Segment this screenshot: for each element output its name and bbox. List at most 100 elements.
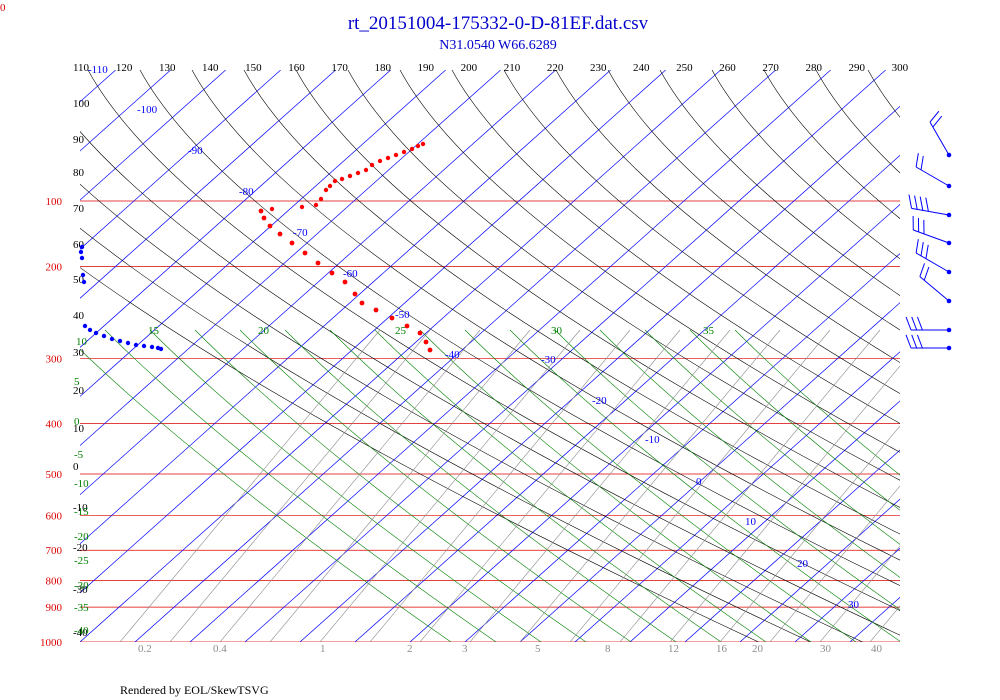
- temperature-point: [415, 143, 421, 149]
- left-tick-50: 50: [73, 274, 85, 286]
- left-tick-30: 30: [73, 347, 85, 359]
- pressure-label-100: 100: [46, 196, 63, 208]
- dewpoint-point: [141, 343, 147, 349]
- isotherm-line: [299, 105, 900, 642]
- left-tick--10: -10: [73, 502, 88, 514]
- moist-left-label-0: 0: [74, 416, 80, 428]
- wind-barb-feather: [916, 334, 923, 349]
- isotherm-label-20: 20: [797, 558, 809, 570]
- wind-barb-feather: [905, 334, 912, 349]
- dry-adiabat: [607, 70, 900, 331]
- left-tick-70: 70: [73, 203, 85, 215]
- dry-adiabat: [80, 183, 864, 642]
- isotherm-label--60: -60: [343, 268, 358, 280]
- dry-adiabat: [243, 70, 900, 535]
- dry-adiabat: [191, 70, 900, 561]
- mixing-label-8: 8: [605, 643, 611, 655]
- mixing-label-40: 40: [871, 643, 883, 655]
- dewpoint-point: [158, 346, 164, 352]
- dewpoint-point: [79, 244, 85, 250]
- mixing-ratio-line: [869, 605, 900, 642]
- isotherm-line: [80, 70, 446, 397]
- dewpoint-point: [149, 344, 155, 350]
- temperature-point: [302, 250, 308, 256]
- isotherm-line: [519, 302, 900, 642]
- isotherm-line: [0, 70, 6, 642]
- dry-adiabat: [920, 70, 1000, 652]
- top-tick-180: 180: [374, 62, 391, 74]
- temperature-point: [393, 152, 399, 158]
- wind-barb-feather: [911, 316, 918, 331]
- top-tick-250: 250: [676, 62, 693, 74]
- temperature-point: [404, 323, 410, 329]
- corner-label: 0: [0, 2, 6, 14]
- left-tick--20: -20: [73, 542, 88, 554]
- top-tick-190: 190: [418, 62, 435, 74]
- left-tick-10: 10: [73, 423, 85, 435]
- mixing-label-5: 5: [535, 643, 541, 655]
- isotherm-line: [80, 70, 721, 642]
- dry-adiabat: [87, 70, 900, 611]
- top-tick-240: 240: [633, 62, 650, 74]
- wind-barb-feather: [925, 197, 929, 212]
- wind-barb-feather: [914, 195, 918, 210]
- moist-adiabat: [194, 329, 587, 642]
- dewpoint-point: [82, 323, 88, 329]
- mixing-label-20: 20: [752, 643, 764, 655]
- wind-barb-feather: [915, 153, 919, 168]
- temperature-point: [373, 307, 379, 313]
- dry-adiabat: [399, 70, 900, 453]
- wind-barb-feather: [919, 196, 924, 211]
- mixing-ratio-line: [119, 329, 381, 642]
- top-tick-280: 280: [805, 62, 822, 74]
- pressure-label-600: 600: [46, 510, 63, 522]
- wind-barb-feather: [920, 241, 924, 256]
- moist-left-label--20: -20: [74, 531, 89, 543]
- top-tick-270: 270: [762, 62, 779, 74]
- mixing-ratio-line: [469, 329, 731, 642]
- isotherm-label--40: -40: [445, 349, 460, 361]
- isotherm-label--70: -70: [293, 227, 308, 239]
- isotherm-line: [189, 70, 831, 642]
- mixing-ratio-line: [569, 329, 831, 642]
- temperature-point: [420, 141, 426, 147]
- left-tick--40: -40: [73, 627, 88, 639]
- pressure-label-300: 300: [46, 353, 63, 365]
- wind-barb-staff: [915, 252, 950, 273]
- temperature-point: [342, 279, 348, 285]
- dry-adiabat: [763, 70, 900, 219]
- wind-barb-feather: [905, 316, 912, 331]
- top-tick-110: 110: [73, 62, 90, 74]
- sounding-traces: [78, 141, 433, 353]
- dewpoint-point: [125, 340, 131, 346]
- dewpoint-point: [87, 327, 93, 333]
- isotherm-line: [629, 400, 900, 642]
- mixing-ratio-line: [619, 329, 881, 642]
- moist-adiabat: [80, 349, 452, 642]
- isotherm-line: [574, 351, 900, 642]
- mixing-ratio-line: [369, 329, 631, 642]
- dry-adiabat: [80, 130, 900, 636]
- isotherm-label--90: -90: [188, 145, 203, 157]
- temperature-point: [359, 300, 365, 306]
- wind-barb-feather: [919, 263, 925, 277]
- moist-adiabat: [374, 329, 767, 642]
- moist-left-label--10: -10: [74, 478, 89, 490]
- chart-subtitle: N31.0540 W66.6289: [439, 38, 557, 53]
- mixing-ratio-line: [769, 485, 900, 642]
- temperature-point: [289, 240, 295, 246]
- temperature-point: [269, 206, 275, 212]
- dewpoint-point: [79, 255, 85, 261]
- left-tick--30: -30: [73, 584, 88, 596]
- top-tick-300: 300: [892, 62, 909, 74]
- left-tick-20: 20: [73, 385, 85, 397]
- temperature-point: [323, 187, 329, 193]
- dewpoint-point: [133, 342, 139, 348]
- top-tick-140: 140: [202, 62, 219, 74]
- temperature-point: [261, 215, 267, 221]
- isotherm-line: [354, 154, 900, 642]
- moist-left-label--25: -25: [74, 555, 89, 567]
- mixing-ratio-line: [519, 329, 781, 642]
- temperature-point: [389, 315, 395, 321]
